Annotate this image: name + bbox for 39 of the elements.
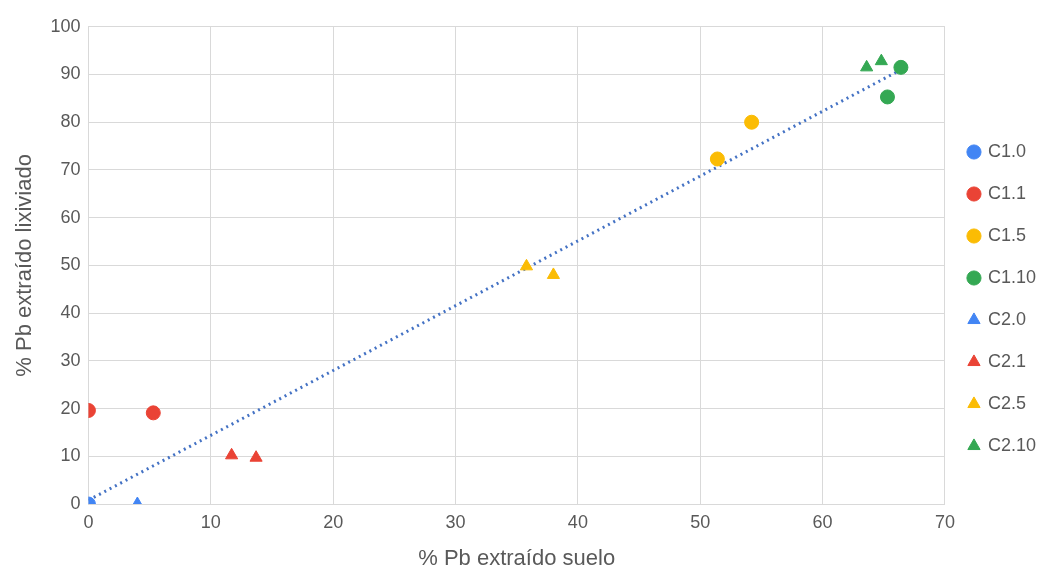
- x-tick-label: 40: [567, 511, 588, 532]
- y-tick-label: 90: [60, 63, 81, 84]
- point: [744, 114, 760, 130]
- y-tick-label: 0: [70, 492, 81, 513]
- point: [546, 267, 560, 279]
- y-tick-label: 30: [60, 349, 81, 370]
- legend-label: C1.0: [987, 140, 1026, 161]
- x-axis-title: % Pb extraído suelo: [418, 544, 616, 570]
- y-tick-label: 40: [60, 302, 81, 323]
- point: [879, 89, 895, 105]
- y-tick-label: 60: [60, 206, 81, 227]
- point: [709, 151, 725, 167]
- point: [225, 447, 239, 460]
- legend-label: C1.5: [987, 224, 1026, 245]
- x-tick-label: 60: [812, 511, 833, 532]
- point: [249, 450, 263, 462]
- legend-label: C2.5: [987, 392, 1026, 413]
- legend-label: C2.0: [987, 308, 1026, 329]
- x-tick-label: 70: [934, 511, 955, 532]
- y-tick-label: 70: [60, 158, 81, 179]
- y-tick-label: 20: [60, 397, 81, 418]
- x-tick-label: 50: [690, 511, 711, 532]
- legend-label: C1.1: [987, 182, 1026, 203]
- point: [874, 53, 888, 66]
- y-tick-label: 80: [60, 111, 81, 132]
- legend-label: C2.10: [987, 434, 1037, 455]
- x-tick-label: 10: [200, 511, 221, 532]
- legend-label: C2.1: [987, 350, 1026, 371]
- x-tick-label: 20: [323, 511, 344, 532]
- point: [893, 59, 909, 75]
- point: [519, 258, 534, 271]
- y-tick-label: 50: [60, 254, 81, 275]
- y-tick-label: 100: [50, 15, 81, 36]
- legend-label: C1.10: [987, 266, 1037, 287]
- y-tick-label: 10: [60, 445, 81, 466]
- point: [860, 59, 874, 72]
- y-axis-title: % Pb extraído lixiviado: [11, 154, 37, 377]
- x-tick-label: 0: [83, 511, 94, 532]
- x-tick-label: 30: [445, 511, 466, 532]
